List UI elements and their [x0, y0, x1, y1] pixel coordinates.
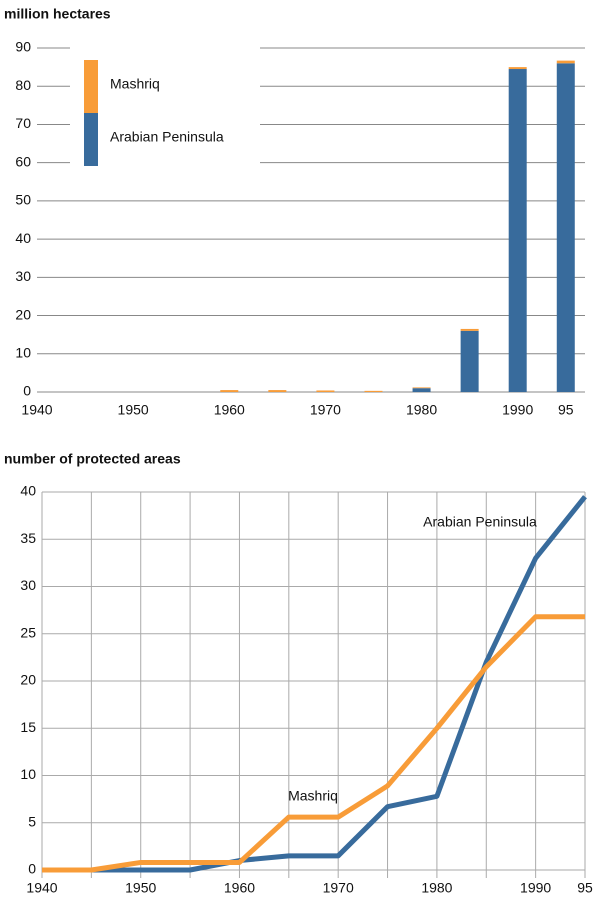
y-tick-label: 5: [28, 813, 36, 829]
bar-segment: [220, 390, 239, 392]
bar-segment: [412, 387, 431, 389]
y-tick-label: 10: [20, 766, 36, 782]
bar-segment: [412, 388, 431, 392]
legend-label: Arabian Peninsula: [110, 129, 224, 145]
x-tick-label: 1990: [502, 402, 533, 418]
x-tick-label: 1940: [26, 880, 57, 896]
series-label: Mashriq: [288, 788, 338, 804]
y-tick-label: 0: [23, 383, 31, 399]
y-tick-label: 30: [15, 268, 31, 284]
legend-swatch: [84, 113, 98, 166]
y-tick-label: 10: [15, 344, 31, 360]
y-tick-label: 20: [15, 306, 31, 322]
x-tick-label: 1990: [520, 880, 551, 896]
x-tick-label: 1980: [406, 402, 437, 418]
bar-segment: [556, 63, 575, 393]
x-tick-label: 1980: [421, 880, 452, 896]
x-tick-label: 1970: [323, 880, 354, 896]
line: [42, 495, 587, 873]
legend-swatch: [84, 60, 98, 113]
series-label: Arabian Peninsula: [423, 514, 537, 530]
y-tick-label: 70: [15, 115, 31, 131]
x-tick-label: 95: [577, 880, 593, 896]
y-tick-label: 20: [20, 672, 36, 688]
y-tick-label: 30: [20, 577, 36, 593]
bar-segment: [316, 390, 335, 392]
bar-segment: [556, 60, 575, 64]
x-tick-label: 95: [558, 402, 574, 418]
chart-title: number of protected areas: [4, 451, 181, 467]
bar-segment: [268, 390, 287, 392]
y-tick-label: 25: [20, 624, 36, 640]
y-tick-label: 15: [20, 719, 36, 735]
bar-segment: [460, 328, 479, 331]
x-tick-label: 1970: [310, 402, 341, 418]
x-tick-label: 1950: [125, 880, 156, 896]
y-tick-label: 35: [20, 530, 36, 546]
bar-segment: [508, 69, 527, 393]
bar-segment: [364, 390, 383, 392]
y-tick-label: 0: [28, 861, 36, 877]
legend-box: [70, 45, 260, 170]
line: [42, 614, 585, 873]
bar-segment: [460, 330, 479, 392]
y-tick-label: 40: [20, 483, 36, 499]
y-tick-label: 50: [15, 192, 31, 208]
x-tick-label: 1950: [118, 402, 149, 418]
bar-segment: [508, 67, 527, 70]
y-tick-label: 60: [15, 153, 31, 169]
y-tick-label: 40: [15, 230, 31, 246]
chart-title: million hectares: [4, 6, 111, 22]
x-tick-label: 1960: [224, 880, 255, 896]
y-tick-label: 80: [15, 77, 31, 93]
legend-label: Mashriq: [110, 76, 160, 92]
x-tick-label: 1940: [21, 402, 52, 418]
x-tick-label: 1960: [214, 402, 245, 418]
y-tick-label: 90: [15, 39, 31, 55]
